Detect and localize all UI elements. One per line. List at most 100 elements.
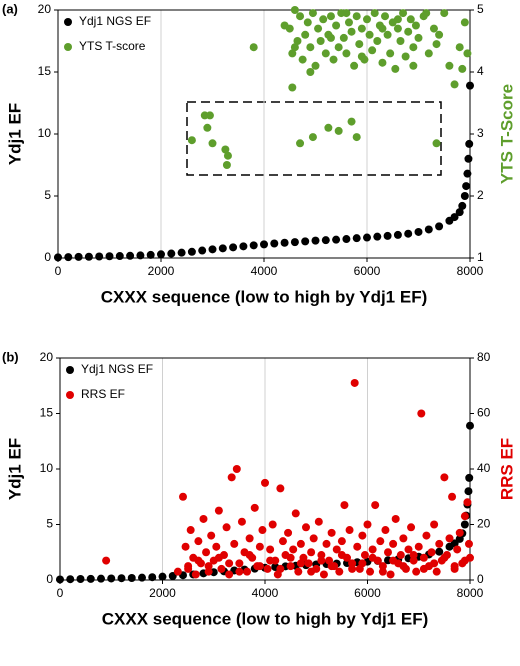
point [148, 573, 157, 582]
point [378, 24, 387, 33]
point [258, 526, 267, 535]
y2-tick-label: 3 [477, 126, 484, 140]
x-axis-label: CXXX sequence (low to high by Ydj1 EF) [102, 609, 429, 628]
point [290, 6, 299, 14]
legend-label: RRS EF [81, 387, 125, 401]
point [396, 37, 405, 45]
point [298, 55, 307, 64]
point [432, 567, 441, 576]
point [126, 251, 135, 260]
point [465, 473, 474, 482]
point [347, 117, 356, 126]
point [399, 534, 408, 543]
point [204, 567, 213, 576]
y2-tick-label: 5 [477, 2, 484, 16]
point [167, 249, 176, 258]
point [291, 509, 300, 518]
point [407, 523, 416, 532]
point [308, 133, 317, 142]
point [308, 9, 317, 18]
point [381, 526, 390, 535]
point [266, 545, 275, 554]
point [414, 227, 423, 236]
point [307, 548, 316, 557]
point [296, 559, 305, 568]
point [249, 241, 258, 250]
point [414, 542, 423, 551]
point [350, 61, 359, 70]
point [205, 111, 214, 120]
point [404, 545, 413, 554]
point [276, 484, 285, 493]
point [334, 43, 343, 52]
point [102, 556, 111, 565]
point [288, 49, 297, 58]
point [225, 570, 234, 579]
point [304, 559, 313, 568]
point [235, 559, 244, 568]
point [378, 58, 387, 67]
point [373, 37, 382, 45]
point [229, 243, 238, 252]
point [296, 539, 305, 548]
legend-label: Ydj1 NGS EF [81, 362, 153, 376]
point [76, 575, 85, 584]
point [245, 534, 254, 543]
point [321, 49, 330, 58]
point [136, 251, 145, 260]
point [225, 559, 234, 568]
point [117, 574, 126, 583]
point [344, 18, 353, 27]
point [342, 9, 351, 18]
point [294, 567, 303, 576]
point [207, 531, 216, 540]
point [317, 551, 326, 560]
point [378, 567, 387, 576]
y-tick-label: 15 [40, 406, 54, 420]
point [412, 567, 421, 576]
point [249, 43, 258, 52]
point [419, 564, 428, 573]
point [414, 33, 423, 42]
y2-tick-label: 80 [477, 350, 491, 364]
panel-label: (a) [2, 1, 18, 16]
point [383, 231, 392, 240]
point [208, 139, 217, 148]
point [327, 528, 336, 537]
point [332, 545, 341, 554]
y2-axis-label: YTS T-Score [497, 84, 516, 184]
point [146, 250, 155, 259]
point [214, 506, 223, 515]
point [202, 548, 211, 557]
point [314, 517, 323, 526]
point [203, 123, 212, 132]
point [289, 545, 298, 554]
point [357, 52, 366, 61]
point [384, 548, 392, 557]
point [173, 567, 182, 576]
point [430, 520, 439, 529]
y-tick-label: 20 [38, 2, 52, 16]
point [363, 15, 371, 24]
point [301, 30, 310, 39]
point [184, 564, 193, 573]
point [54, 253, 62, 262]
point [432, 139, 441, 148]
point [314, 24, 323, 33]
point [466, 81, 474, 90]
point [280, 21, 289, 30]
point [409, 556, 418, 565]
y-tick-label: 20 [40, 350, 54, 364]
point [458, 64, 467, 73]
x-tick-label: 6000 [354, 264, 381, 278]
point [460, 18, 469, 27]
point [463, 498, 472, 507]
y-tick-label: 10 [38, 126, 52, 140]
y-tick-label: 5 [46, 517, 53, 531]
point [339, 33, 348, 42]
point [435, 547, 444, 556]
x-tick-label: 0 [57, 586, 64, 600]
point [422, 9, 431, 18]
